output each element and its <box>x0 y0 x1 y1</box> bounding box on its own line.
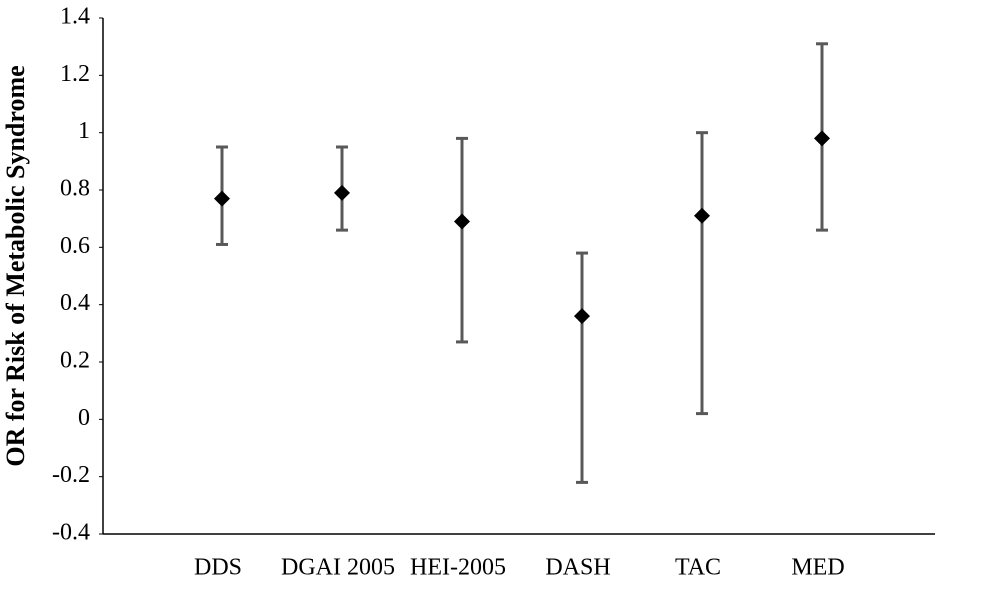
y-tick-label: -0.4 <box>52 520 90 546</box>
y-tick-label: 0.4 <box>60 290 90 316</box>
y-axis-label: OR for Risk of Metabolic Syndrome <box>1 65 30 466</box>
x-tick-label: DDS <box>194 555 242 581</box>
y-tick-label: 0.2 <box>60 348 90 374</box>
point <box>694 207 710 224</box>
y-tick-label: -0.2 <box>52 462 90 488</box>
x-tick-label: TAC <box>675 555 721 581</box>
y-tick-label: 1.2 <box>60 61 90 87</box>
x-tick-label: MED <box>791 555 844 581</box>
y-tick-label: 0.8 <box>60 176 90 202</box>
point <box>334 184 350 201</box>
x-tick-label: HEI-2005 <box>410 555 506 581</box>
x-tick-label: DASH <box>545 555 610 581</box>
point <box>574 308 590 325</box>
y-tick-label: 1.4 <box>60 4 90 30</box>
y-tick-label: 1 <box>78 118 90 144</box>
point <box>214 190 230 207</box>
point <box>814 130 830 147</box>
x-tick-label: DGAI 2005 <box>281 555 395 581</box>
point <box>454 213 470 230</box>
y-tick-label: 0 <box>78 405 90 431</box>
y-tick-label: 0.6 <box>60 233 90 259</box>
